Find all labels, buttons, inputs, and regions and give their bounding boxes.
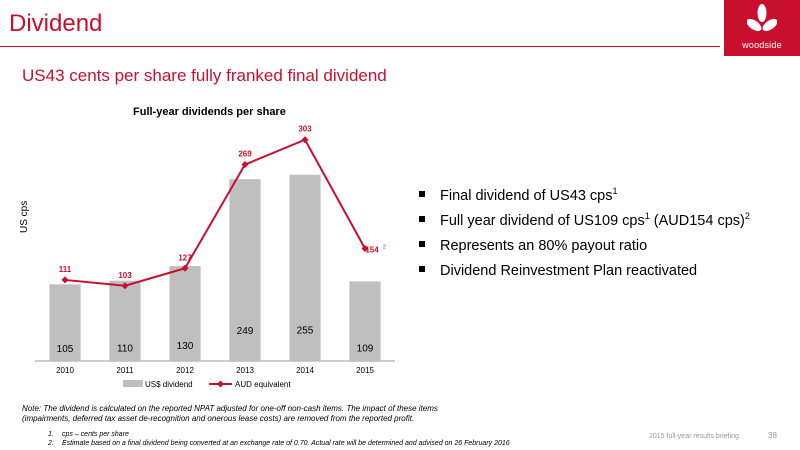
x-tick-label: 2011 <box>116 366 134 375</box>
aud-equivalent-line <box>64 138 366 287</box>
title-divider <box>0 46 720 47</box>
bar-value-label: 110 <box>117 343 133 354</box>
legend-swatch-us-dividend <box>123 380 143 387</box>
bar-value-label: 109 <box>357 343 374 354</box>
footnotes: 1. cps – cents per share 2. Estimate based… <box>48 430 510 448</box>
bar-value-label: 105 <box>57 344 74 355</box>
bar-us-dividend <box>289 174 321 361</box>
slide-title: Dividend <box>9 10 103 37</box>
bar-value-label: 130 <box>177 341 194 352</box>
aud-value-label: 111 <box>59 265 72 274</box>
bar-us-dividend <box>349 281 381 361</box>
aud-value-label: 127 <box>178 253 192 262</box>
x-tick-label: 2014 <box>296 366 314 375</box>
bar-value-label: 255 <box>297 325 314 336</box>
chart-title: Full-year dividends per share <box>133 106 286 118</box>
logo-mark-icon <box>747 4 777 32</box>
aud-value-label: 154 <box>365 246 379 255</box>
bullet-item: Represents an 80% payout ratio <box>413 236 750 261</box>
x-tick-label: 2015 <box>356 366 374 375</box>
legend-label-aud: AUD equivalent <box>235 380 291 389</box>
bullet-square-icon <box>419 191 425 197</box>
legend-marker-aud <box>217 380 224 388</box>
bar-us-dividend <box>109 280 141 361</box>
slide-subtitle: US43 cents per share fully franked final… <box>22 66 387 85</box>
bar-us-dividend <box>169 266 201 361</box>
aud-point-marker <box>181 264 189 272</box>
company-logo: woodside <box>724 0 800 56</box>
dividend-chart: 105 2010 110 2011 130 2012 249 2013 255 2014 109 20… <box>35 125 395 389</box>
x-tick-label: 2012 <box>176 366 194 375</box>
footnote-item: 2. Estimate based on a final dividend bei… <box>48 440 510 447</box>
footer-label: 2015 full-year results briefing <box>649 433 739 440</box>
bar-us-dividend <box>49 284 81 361</box>
aud-value-label: 303 <box>298 125 312 134</box>
aud-value-label: 269 <box>238 150 252 159</box>
footnote-marker: 2 <box>383 245 386 251</box>
aud-point-marker <box>121 282 129 290</box>
bullet-square-icon <box>419 216 425 222</box>
legend-label-us-dividend: US$ dividend <box>145 380 193 389</box>
aud-point-marker <box>301 136 309 144</box>
chart-note: Note: The dividend is calculated on the … <box>22 404 438 423</box>
bullet-item: Final dividend of US43 cps1 <box>413 186 750 211</box>
bullet-item: Full year dividend of US109 cps1 (AUD154… <box>413 211 750 236</box>
bar-us-dividend <box>229 179 261 361</box>
aud-point-marker <box>61 276 69 284</box>
page-number: 38 <box>768 431 777 440</box>
footnote-item: 1. cps – cents per share <box>48 431 129 438</box>
bullet-square-icon <box>419 241 425 247</box>
aud-point-marker <box>241 161 249 169</box>
bullet-item: Dividend Reinvestment Plan reactivated <box>413 261 750 286</box>
aud-point-marker <box>361 245 369 253</box>
aud-value-label: 103 <box>118 271 132 280</box>
x-tick-label: 2010 <box>56 366 74 375</box>
x-tick-label: 2013 <box>236 366 254 375</box>
logo-wordmark: woodside <box>742 40 782 50</box>
key-points-list: Final dividend of US43 cps1 Full year di… <box>413 186 750 286</box>
bullet-square-icon <box>419 266 425 272</box>
bar-value-label: 249 <box>237 326 254 337</box>
